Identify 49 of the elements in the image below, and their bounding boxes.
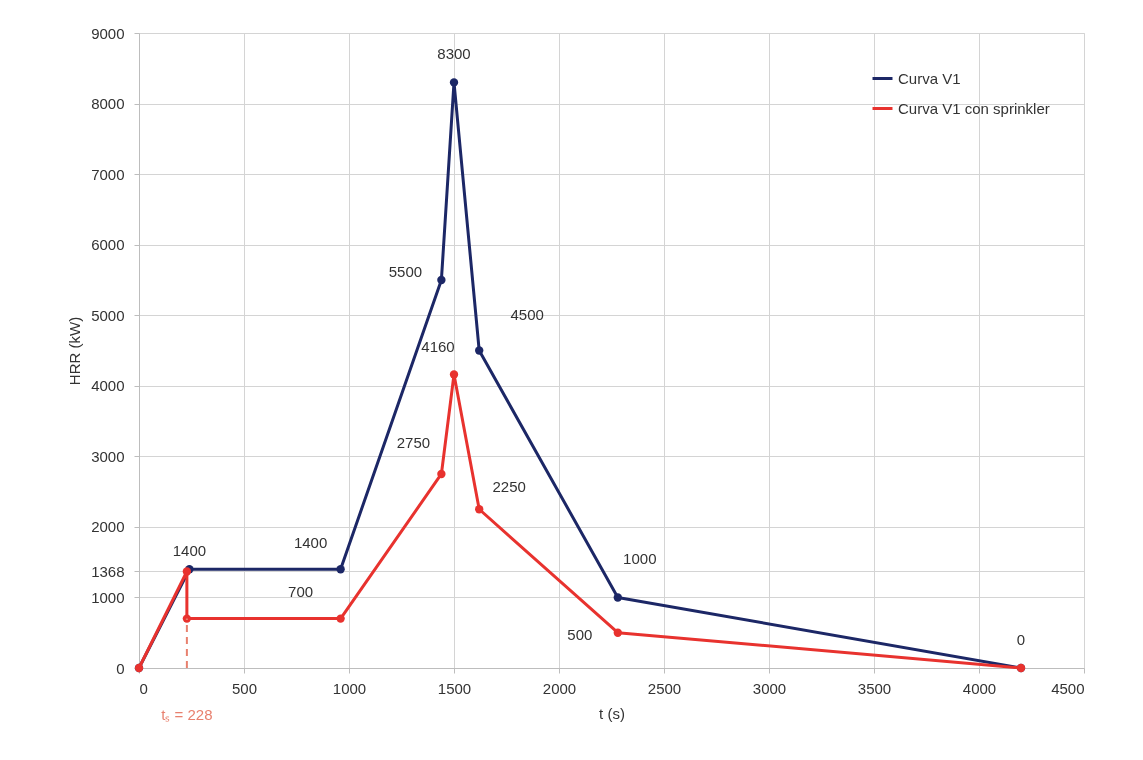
y-tick-label: 7000 [91,165,125,183]
y-tick-label: 5000 [91,306,125,324]
point [475,505,484,514]
x-tick-label: 1500 [437,679,472,697]
y-tick-label: 6000 [91,236,125,254]
y-tick-label: 2000 [91,518,125,536]
data-label: 1400 [293,534,328,552]
x-tick-label: 1000 [332,679,367,697]
x-tick-label: 3000 [752,679,787,697]
data-label: 500 [567,625,593,643]
x-tick-label: 2500 [647,679,682,697]
point [449,78,459,87]
annotation: tₛ = 228 [161,706,213,723]
point [613,593,622,602]
point [336,614,345,623]
y-tick-label: 4000 [91,377,125,395]
x-tick-label: 3500 [857,679,892,697]
x-tick-label: 4000 [962,679,997,697]
data-label: 4500 [510,305,544,323]
y-tick-label: 0 [116,659,125,677]
y-tick-label: 9000 [91,24,125,42]
data-label: 2750 [396,433,431,451]
data-label: 700 [288,582,314,600]
point [475,346,484,355]
data-label: 8300 [437,45,471,63]
data-label: 4160 [421,338,455,356]
data-label: 1000 [623,550,657,568]
data-label: 2250 [492,478,526,496]
data-label: 5500 [388,262,423,280]
y-tick-label: 8000 [91,95,125,113]
point [437,469,446,479]
point [437,275,446,285]
x-tick-label: 4500 [1051,679,1085,697]
x-tick-label: 0 [139,679,148,697]
y-tick-label: 3000 [91,447,125,465]
legend-label: Curva V1 [898,69,961,87]
legend-label: Curva V1 con sprinkler [898,99,1050,117]
point [613,628,622,637]
point [336,565,345,574]
data-label: 1400 [172,542,207,560]
data-label: 0 [1016,631,1026,648]
x-axis-title: t (s) [599,704,625,722]
y-tick-label: 1000 [91,588,125,606]
x-tick-label: 500 [231,679,258,697]
y-axis-title: HRR (kW) [66,316,84,386]
y-tick-label: 1368 [91,562,125,580]
point [449,370,459,379]
point [182,614,192,623]
x-tick-label: 2000 [542,679,577,697]
